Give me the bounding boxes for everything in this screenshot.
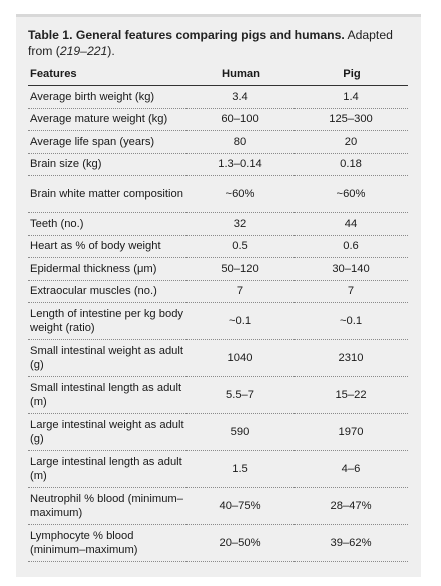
human-cell: 1.3–0.14 [186,153,294,176]
table-row: Brain size (kg) 1.3–0.14 0.18 [28,153,408,176]
feature-cell: Small intestinal weight as adult (g) [28,339,186,377]
table-row: Average birth weight (kg) 3.4 1.4 [28,85,408,109]
human-cell: 20–50% [186,524,294,562]
feature-cell: Brain size (kg) [28,153,186,176]
pig-cell: 125–300 [294,108,408,131]
pig-cell: 4–6 [294,450,408,488]
table-row: Average mature weight (kg) 60–100 125–30… [28,108,408,131]
feature-cell: Average birth weight (kg) [28,85,186,109]
human-cell: 0.5 [186,235,294,258]
pig-cell: 30–140 [294,257,408,281]
pig-cell: 1970 [294,413,408,451]
human-cell: 32 [186,212,294,236]
header-row: Features Human Pig [28,65,408,86]
pig-cell: 44 [294,212,408,236]
human-cell: 7 [186,280,294,303]
pig-cell: ~60% [294,175,408,213]
table-row: Large intestinal length as adult (m) 1.5… [28,450,408,488]
human-cell: ~60% [186,175,294,213]
caption-source-suffix: ). [107,44,115,58]
caption-label: Table 1. [28,28,73,42]
pig-cell: 15–22 [294,376,408,414]
feature-cell: Length of intestine per kg body weight (… [28,302,186,340]
human-cell: 5.5–7 [186,376,294,414]
human-cell: ~0.1 [186,302,294,340]
table-row: Brain white matter composition ~60% ~60% [28,175,408,213]
human-cell: 60–100 [186,108,294,131]
table-row: Small intestinal length as adult (m) 5.5… [28,376,408,414]
feature-cell: Teeth (no.) [28,212,186,236]
pig-cell: 1.4 [294,85,408,109]
feature-cell: Large intestinal length as adult (m) [28,450,186,488]
human-cell: 40–75% [186,487,294,525]
human-cell: 1040 [186,339,294,377]
feature-cell: Large intestinal weight as adult (g) [28,413,186,451]
feature-cell: Small intestinal length as adult (m) [28,376,186,414]
feature-cell: Epidermal thickness (μm) [28,257,186,281]
pig-cell: 7 [294,280,408,303]
feature-cell: Lymphocyte % blood (minimum–maximum) [28,524,186,562]
human-cell: 50–120 [186,257,294,281]
pig-cell: 28–47% [294,487,408,525]
feature-cell: Extraocular muscles (no.) [28,280,186,303]
table-row: Large intestinal weight as adult (g) 590… [28,413,408,451]
table-row: Small intestinal weight as adult (g) 104… [28,339,408,377]
feature-cell: Average life span (years) [28,130,186,154]
table-row: Average life span (years) 80 20 [28,130,408,154]
human-cell: 1.5 [186,450,294,488]
comparison-table: Features Human Pig Average birth weight … [28,65,408,562]
header-features: Features [28,65,186,86]
table-row: Length of intestine per kg body weight (… [28,302,408,340]
table-row: Lymphocyte % blood (minimum–maximum) 20–… [28,524,408,562]
pig-cell: 0.6 [294,235,408,258]
feature-cell: Neutrophil % blood (minimum–maximum) [28,487,186,525]
table-row: Neutrophil % blood (minimum–maximum) 40–… [28,487,408,525]
pig-cell: 0.18 [294,153,408,176]
table-row: Epidermal thickness (μm) 50–120 30–140 [28,257,408,281]
pig-cell: 39–62% [294,524,408,562]
human-cell: 3.4 [186,85,294,109]
table-row: Heart as % of body weight 0.5 0.6 [28,235,408,258]
pig-cell: 20 [294,130,408,154]
header-pig: Pig [294,65,408,86]
human-cell: 590 [186,413,294,451]
table-row: Extraocular muscles (no.) 7 7 [28,280,408,303]
header-human: Human [186,65,294,86]
human-cell: 80 [186,130,294,154]
caption-source-prefix: Adapted from ( [28,28,393,58]
pig-cell: ~0.1 [294,302,408,340]
table-panel: Table 1. General features comparing pigs… [16,14,421,577]
feature-cell: Average mature weight (kg) [28,108,186,131]
feature-cell: Brain white matter composition [28,175,186,213]
table-caption: Table 1. General features comparing pigs… [28,27,413,59]
caption-source-refs: 219–221 [59,44,108,58]
caption-title: General features comparing pigs and huma… [75,28,345,42]
table-row: Teeth (no.) 32 44 [28,212,408,236]
feature-cell: Heart as % of body weight [28,235,186,258]
pig-cell: 2310 [294,339,408,377]
